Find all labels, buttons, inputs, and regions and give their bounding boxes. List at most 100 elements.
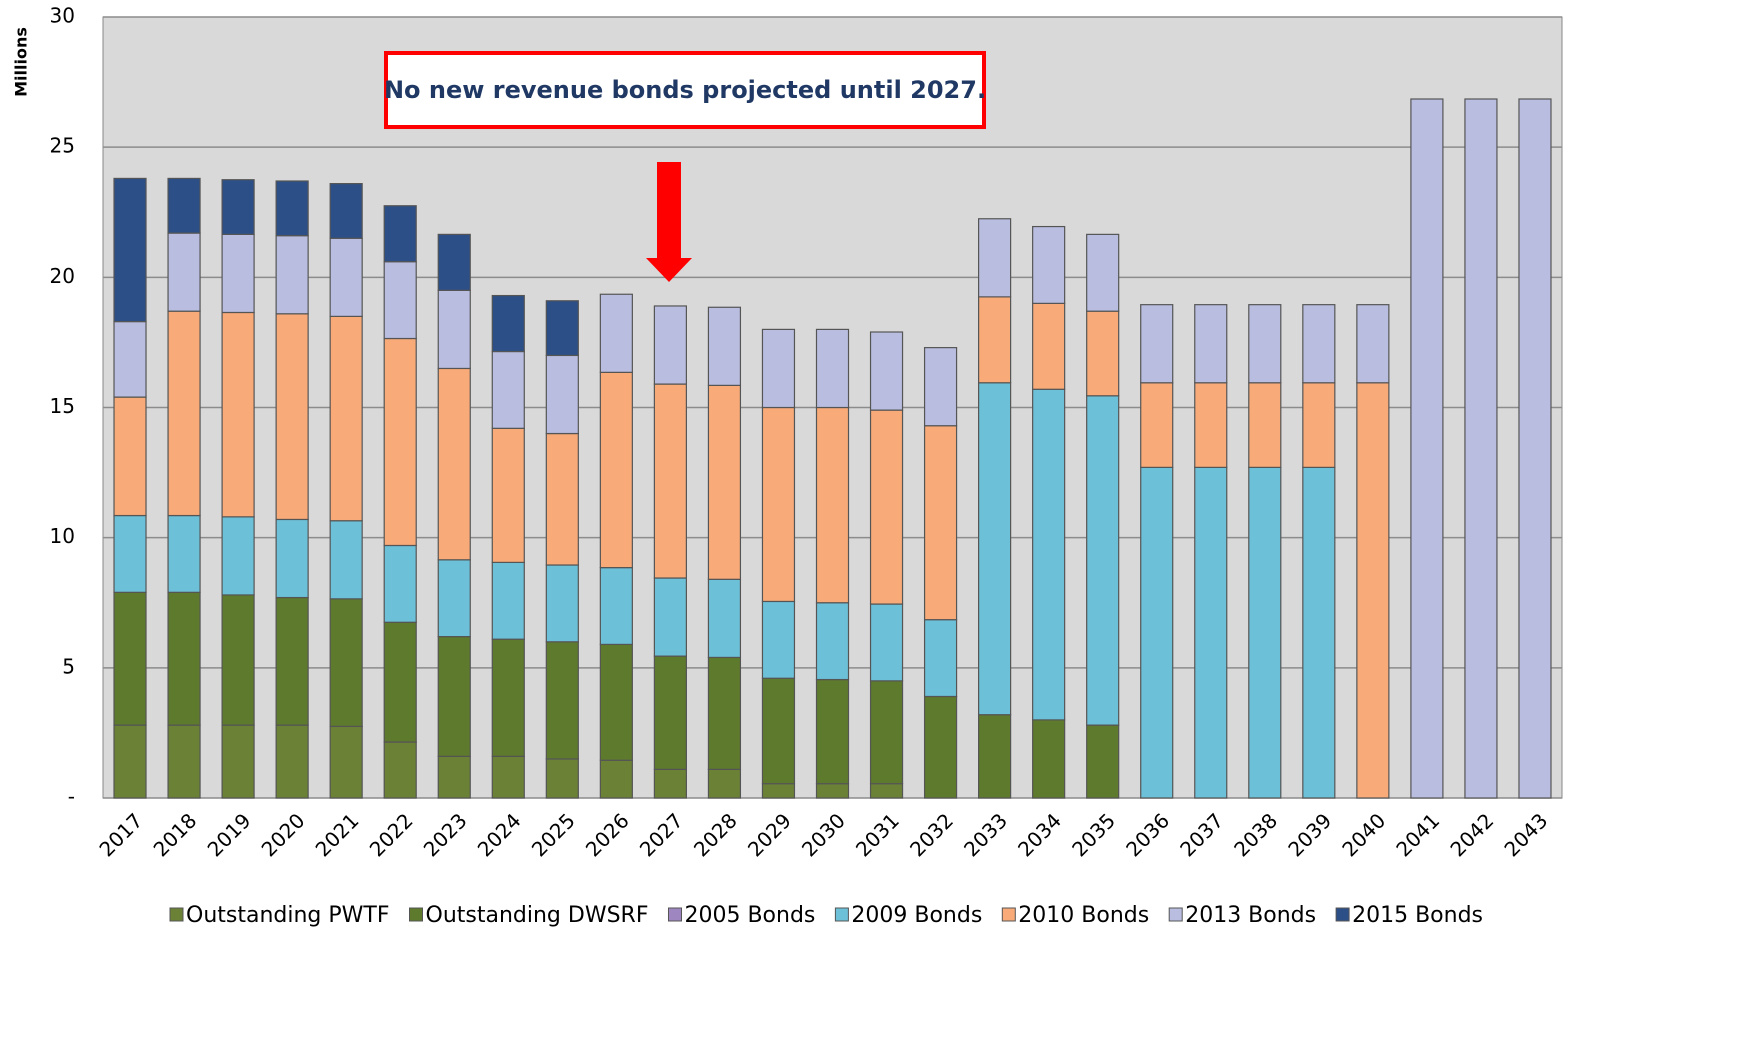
bar-segment: [383, 205, 417, 263]
legend-swatch: [834, 907, 849, 922]
bar-segment: [1248, 382, 1282, 468]
bar-segment: [221, 516, 255, 596]
bar-segment: [761, 783, 796, 799]
bar-segment: [1140, 466, 1174, 799]
bar-segment: [1410, 98, 1444, 799]
x-tick-label: 2034: [1013, 808, 1066, 861]
bar-segment: [923, 425, 958, 621]
bar-segment: [1248, 304, 1282, 384]
bar-segment: [113, 177, 147, 323]
bar-segment: [653, 305, 687, 385]
bar-segment: [869, 331, 904, 411]
bar-segment: [329, 520, 363, 600]
bar-segment: [545, 641, 579, 760]
bar-segment: [761, 600, 796, 679]
legend-label: 2009 Bonds: [851, 903, 982, 928]
legend-swatch: [169, 907, 184, 922]
x-tick-label: 2022: [365, 808, 418, 861]
bar-segment: [329, 725, 363, 799]
bar-segment: [437, 559, 471, 638]
bar-segment: [167, 724, 201, 799]
x-tick-label: 2028: [689, 808, 742, 861]
bar-segment: [329, 237, 363, 317]
bar-segment: [383, 337, 417, 547]
bar-segment: [761, 406, 796, 603]
legend-swatch: [1335, 907, 1350, 922]
legend-label: Outstanding DWSRF: [426, 903, 649, 928]
legend-label: Outstanding PWTF: [186, 903, 390, 928]
x-tick-label: 2038: [1229, 808, 1282, 861]
bar-segment: [167, 232, 201, 312]
bar-segment: [1032, 302, 1066, 390]
bar-segment: [275, 518, 309, 599]
bar-segment: [545, 300, 579, 357]
bar-segment: [491, 427, 525, 563]
legend-label: 2005 Bonds: [684, 903, 815, 928]
bar-segment: [653, 655, 687, 770]
y-tick-label: 10: [50, 524, 75, 548]
bar-segment: [545, 564, 579, 643]
legend-swatch: [409, 907, 423, 922]
annotation-box: [384, 51, 986, 129]
bar-segment: [1248, 466, 1282, 799]
x-tick-label: 2026: [581, 808, 634, 861]
x-tick-label: 2033: [959, 808, 1012, 861]
x-tick-label: 2018: [149, 808, 202, 861]
annotation: No new revenue bonds projected until 202…: [384, 76, 986, 104]
bar-segment: [1086, 310, 1120, 397]
y-tick-label: 30: [50, 4, 75, 28]
bar-segment: [545, 758, 579, 799]
bar-segment: [923, 695, 958, 799]
bar-segment: [761, 328, 796, 409]
bar-segment: [978, 714, 1012, 799]
bar-segment: [221, 724, 255, 799]
bar-segment: [707, 578, 742, 659]
x-tick-label: 2040: [1337, 808, 1390, 861]
x-tick-label: 2019: [203, 808, 256, 861]
bar-segment: [1356, 382, 1390, 799]
bar-segment: [491, 294, 525, 353]
bar-segment: [869, 409, 904, 605]
x-tick-label: 2032: [905, 808, 958, 861]
bar-segment: [329, 183, 363, 239]
bar-segment: [275, 235, 309, 315]
bar-segment: [1194, 382, 1228, 468]
bar-segment: [437, 233, 471, 291]
x-tick-label: 2037: [1175, 808, 1228, 861]
bar-segment: [1518, 98, 1552, 799]
x-tick-label: 2021: [311, 808, 364, 861]
x-tick-label: 2041: [1391, 808, 1444, 861]
bar-segment: [437, 755, 471, 799]
bar-segment: [1356, 304, 1390, 384]
y-tick-label: 20: [50, 264, 75, 288]
bar-segment: [167, 591, 201, 726]
bar-segment: [1464, 98, 1498, 799]
bar-segment: [1140, 304, 1174, 384]
bar-segment: [221, 179, 255, 235]
bar-segment: [978, 382, 1012, 716]
bar-segment: [1194, 304, 1228, 384]
bar-segment: [869, 783, 904, 799]
bar-segment: [1302, 382, 1336, 468]
legend-swatch: [1001, 907, 1016, 922]
bar-segment: [329, 315, 363, 522]
bar-segment: [599, 293, 633, 373]
marks: [103, 16, 1562, 799]
bar-segment: [113, 396, 147, 517]
bar-segment: [978, 296, 1012, 384]
bar-segment: [545, 354, 579, 435]
bar-segment: [1086, 395, 1120, 726]
bar-segment: [761, 677, 796, 785]
bar-segment: [437, 635, 471, 757]
bar-segment: [653, 383, 687, 579]
y-tick-label: 15: [50, 394, 75, 418]
bar-segment: [815, 406, 850, 604]
bar-segment: [1302, 466, 1336, 799]
bar-segment: [275, 180, 309, 237]
bar-segment: [221, 594, 255, 726]
legend-label: 2013 Bonds: [1185, 903, 1316, 928]
bar-segment: [815, 783, 850, 799]
x-tick-label: 2023: [419, 808, 472, 861]
bar-segment: [707, 768, 742, 799]
